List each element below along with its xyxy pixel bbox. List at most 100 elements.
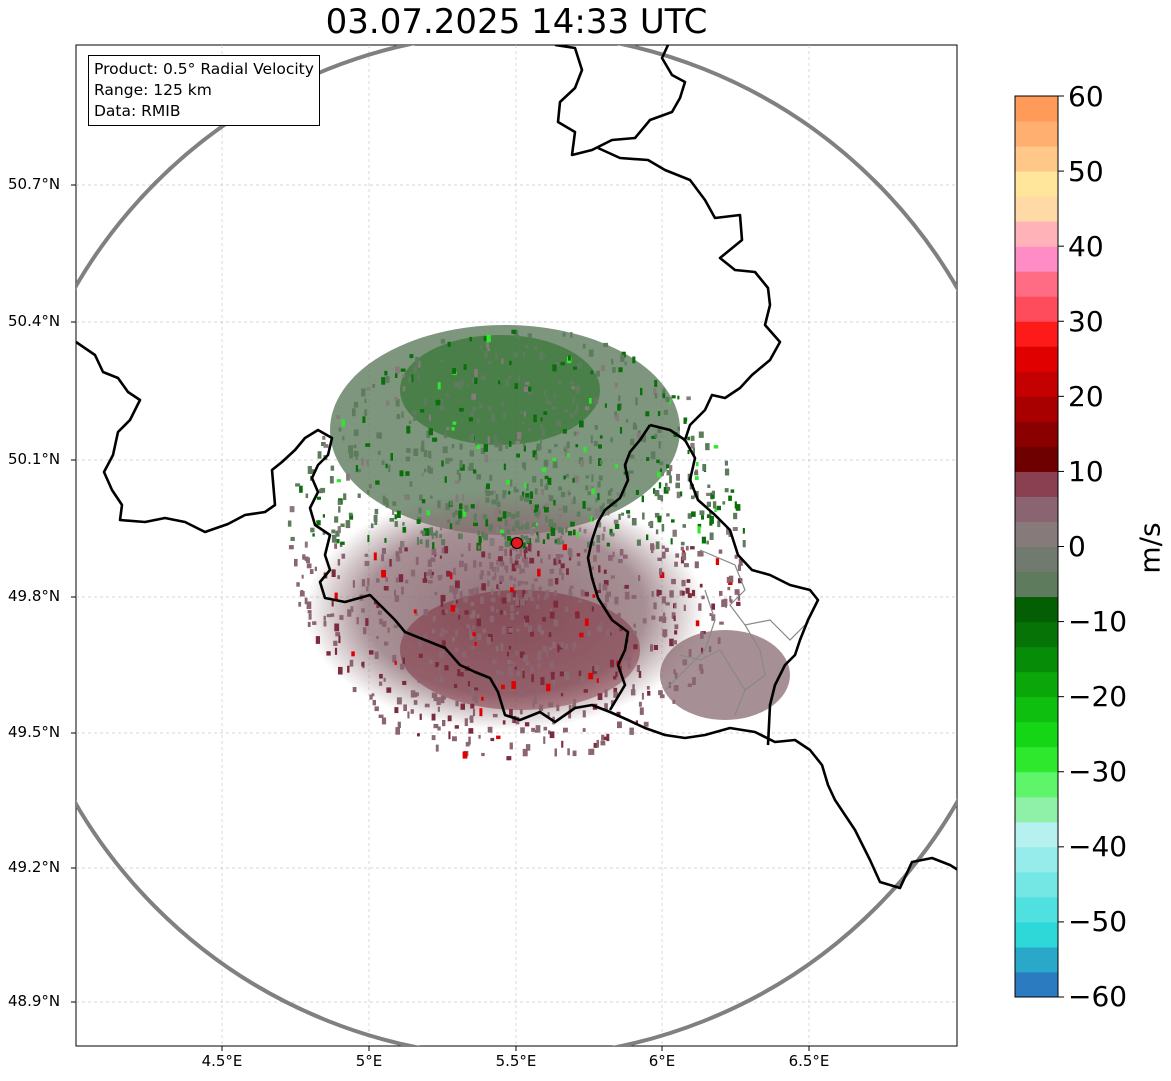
echo-pixel (305, 557, 310, 564)
colorbar-segment (1015, 671, 1058, 698)
echo-pixel (625, 419, 629, 423)
echo-pixel (376, 636, 379, 639)
echo-pixel (548, 519, 554, 527)
echo-pixel (467, 466, 471, 471)
echo-pixel (632, 684, 635, 691)
echo-pixel (524, 521, 529, 530)
echo-pixel (316, 496, 321, 500)
echo-pixel (486, 637, 491, 645)
echo-pixel (492, 713, 498, 718)
colorbar-segment (1015, 421, 1058, 447)
echo-pixel (515, 651, 519, 656)
echo-pixel (381, 569, 386, 578)
echo-pixel (396, 510, 401, 518)
echo-pixel (347, 609, 352, 617)
echo-pixel (444, 609, 448, 614)
echo-pixel (530, 505, 534, 512)
echo-pixel (497, 517, 503, 522)
echo-pixel (481, 531, 486, 539)
echo-pixel (657, 471, 661, 478)
echo-pixel (513, 663, 516, 667)
echo-pixel (540, 677, 545, 685)
echo-pixel (447, 519, 451, 523)
echo-pixel (649, 520, 654, 529)
echo-pixel (455, 629, 458, 637)
echo-pixel (665, 396, 670, 403)
echo-pixel (381, 460, 385, 465)
echo-pixel (538, 515, 543, 519)
echo-pixel (475, 441, 478, 447)
echo-pixel (579, 457, 584, 463)
echo-pixel (548, 632, 552, 638)
echo-pixel (650, 451, 656, 459)
echo-pixel (428, 659, 433, 664)
echo-pixel (489, 562, 494, 570)
echo-pixel (322, 531, 326, 535)
echo-pixel (485, 497, 490, 503)
echo-pixel (495, 494, 499, 501)
echo-pixel (516, 553, 520, 559)
echo-pixel (353, 429, 359, 437)
echo-pixel (680, 541, 685, 546)
echo-pixel (429, 571, 433, 579)
echo-pixel (576, 553, 581, 557)
echo-pixel (698, 603, 702, 611)
echo-pixel (381, 377, 386, 385)
echo-pixel (537, 650, 542, 654)
echo-pixel (554, 748, 557, 757)
echo-pixel (658, 482, 662, 489)
echo-pixel (717, 637, 721, 645)
echo-pixel (487, 726, 493, 733)
echo-pixel (566, 441, 570, 449)
echo-pixel (510, 604, 514, 612)
echo-pixel (687, 436, 691, 441)
echo-pixel (580, 460, 585, 467)
echo-pixel (369, 650, 374, 655)
echo-pixel (598, 458, 602, 466)
echo-pixel (440, 628, 445, 633)
echo-pixel (440, 601, 444, 607)
echo-pixel (495, 526, 500, 533)
echo-pixel (640, 387, 643, 396)
echo-pixel (416, 519, 421, 524)
echo-pixel (506, 756, 512, 761)
echo-pixel (400, 368, 406, 372)
echo-pixel (423, 609, 429, 616)
colorbar-segment (1015, 846, 1058, 873)
echo-pixel (671, 578, 676, 585)
echo-pixel (459, 407, 464, 412)
echo-pixel (600, 740, 606, 746)
echo-pixel (587, 541, 590, 548)
echo-pixel (669, 590, 674, 598)
echo-pixel (532, 700, 535, 708)
echo-pixel (473, 513, 477, 522)
echo-pixel (517, 335, 520, 341)
echo-pixel (509, 549, 512, 557)
echo-pixel (609, 528, 613, 535)
echo-pixel (670, 538, 673, 545)
echo-pixel (322, 435, 326, 440)
echo-pixel (453, 382, 458, 388)
echo-pixel (630, 689, 636, 696)
echo-pixel (711, 603, 715, 610)
lat-tick-label: 50.4°N (8, 312, 61, 330)
echo-pixel (657, 427, 662, 433)
echo-pixel (434, 676, 438, 684)
echo-pixel (552, 678, 555, 686)
echo-pixel (512, 590, 516, 598)
echo-pixel (544, 475, 549, 480)
echo-pixel (556, 704, 560, 712)
echo-pixel (556, 420, 562, 427)
echo-pixel (524, 482, 527, 489)
colorbar-segment (1015, 396, 1058, 422)
echo-pixel (494, 572, 497, 579)
echo-pixel (542, 617, 546, 622)
echo-pixel (685, 545, 689, 551)
echo-pixel (306, 601, 312, 609)
echo-pixel (499, 560, 504, 567)
echo-pixel (453, 683, 458, 688)
echo-pixel (706, 514, 712, 519)
echo-pixel (711, 614, 716, 621)
echo-pixel (543, 411, 548, 415)
echo-pixel (614, 415, 619, 419)
